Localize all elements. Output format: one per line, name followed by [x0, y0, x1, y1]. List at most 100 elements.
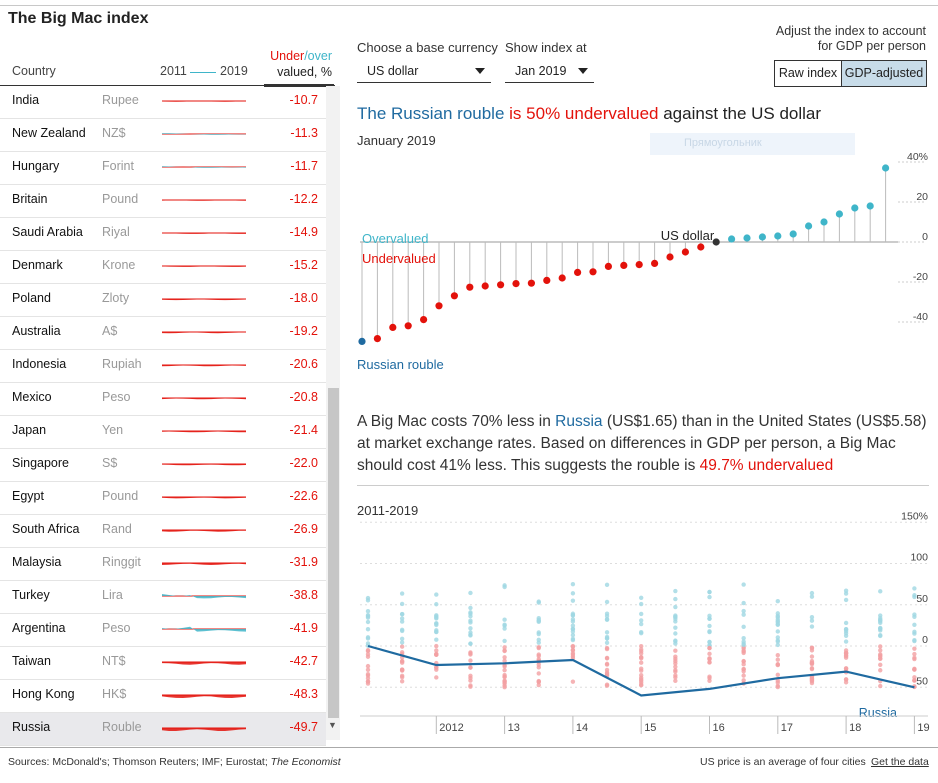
history-point — [604, 617, 610, 623]
history-point — [673, 648, 678, 653]
raw-index-button[interactable]: Raw index — [774, 60, 842, 87]
history-point — [707, 660, 712, 665]
table-row[interactable]: Hong Kong HK$ -48.3 — [0, 680, 326, 713]
table-row[interactable]: South Africa Rand -26.9 — [0, 515, 326, 548]
col-country[interactable]: Country — [12, 64, 56, 78]
table-row[interactable]: Hungary Forint -11.7 — [0, 152, 326, 185]
row-value: -11.3 — [290, 126, 318, 140]
history-point — [673, 604, 678, 610]
chart-date: January 2019 — [357, 133, 436, 148]
history-point — [468, 618, 473, 623]
y-tick-label: -40 — [913, 311, 928, 323]
history-point — [536, 617, 541, 623]
show-index-select[interactable]: Jan 2019 — [505, 61, 594, 83]
sparkline-area — [162, 398, 246, 400]
sparkline-area — [162, 626, 246, 632]
history-point — [639, 656, 644, 661]
table-row[interactable]: Mexico Peso -20.8 — [0, 383, 326, 416]
history-point — [912, 614, 917, 620]
sources-economist: The Economist — [270, 756, 341, 768]
row-value: -22.0 — [289, 456, 319, 470]
history-point — [878, 620, 883, 626]
history-point — [604, 671, 610, 676]
history-point — [707, 651, 712, 657]
col-year-start: 2011 — [160, 64, 187, 78]
y-tick-label: 150% — [901, 512, 928, 522]
col-undervalued[interactable]: Under/over valued, % — [264, 48, 332, 80]
history-point — [673, 625, 678, 630]
scrollbar-thumb[interactable] — [328, 388, 339, 718]
history-point — [707, 623, 712, 629]
table-row[interactable]: Argentina Peso -41.9 — [0, 614, 326, 647]
row-country: Taiwan — [12, 654, 51, 668]
history-point — [912, 622, 917, 628]
overvalued-label: Overvalued — [362, 231, 428, 246]
sparkline-area — [162, 431, 246, 433]
row-currency: HK$ — [102, 687, 127, 701]
row-currency: Krone — [102, 258, 136, 272]
col-year-dash — [190, 72, 216, 73]
history-point — [741, 641, 746, 646]
table-row[interactable]: Russia Rouble -49.7 — [0, 713, 326, 746]
table-row[interactable]: Turkey Lira -38.8 — [0, 581, 326, 614]
history-point — [639, 611, 644, 617]
top-rule — [0, 5, 938, 6]
history-point — [570, 623, 576, 628]
row-sparkline — [162, 166, 246, 168]
history-point — [365, 681, 371, 686]
get-data-link[interactable]: Get the data — [871, 756, 929, 768]
history-point — [741, 648, 746, 653]
history-point — [536, 645, 541, 651]
table-row[interactable]: Indonesia Rupiah -20.6 — [0, 350, 326, 383]
lollipop-point — [835, 210, 843, 218]
table-row[interactable]: Malaysia Ringgit -31.9 — [0, 548, 326, 581]
row-currency: Forint — [102, 159, 134, 173]
base-currency-select[interactable]: US dollar — [357, 61, 491, 83]
history-point — [639, 660, 644, 665]
description: A Big Mac costs 70% less in Russia (US$1… — [357, 411, 932, 477]
history-point — [639, 595, 644, 601]
row-sparkline — [162, 430, 246, 433]
header-rule-sort — [264, 84, 334, 87]
history-point — [399, 636, 405, 641]
history-point — [570, 679, 576, 684]
table-row[interactable]: Japan Yen -21.4 — [0, 416, 326, 449]
col-year-end: 2019 — [220, 64, 248, 78]
table-row[interactable]: Taiwan NT$ -42.7 — [0, 647, 326, 680]
history-point — [365, 614, 371, 619]
history-point — [878, 589, 883, 594]
table-row[interactable]: Denmark Krone -15.2 — [0, 251, 326, 284]
row-country: South Africa — [12, 522, 80, 536]
sparkline-area — [162, 233, 246, 234]
col-under-word: Under — [270, 49, 305, 63]
history-point — [365, 663, 371, 669]
row-value: -10.7 — [289, 93, 319, 107]
row-value: -42.7 — [289, 654, 319, 668]
history-point — [604, 655, 610, 661]
row-currency: S$ — [102, 456, 118, 470]
table-row[interactable]: New Zealand NZ$ -11.3 — [0, 119, 326, 152]
table-row[interactable]: Britain Pound -12.2 — [0, 185, 326, 218]
table-row[interactable]: Singapore S$ -22.0 — [0, 449, 326, 482]
history-point — [878, 683, 883, 689]
sparkline-area — [162, 101, 246, 102]
history-point — [775, 683, 780, 689]
history-point — [365, 635, 371, 640]
table-row[interactable]: Egypt Pound -22.6 — [0, 482, 326, 515]
history-point — [673, 631, 678, 636]
gdp-adjusted-button[interactable]: GDP-adjusted — [841, 60, 927, 87]
headline: The Russian rouble is 50% undervalued ag… — [357, 104, 821, 124]
scroll-down-icon[interactable]: ▼ — [328, 720, 337, 730]
history-point — [399, 591, 405, 596]
table-row[interactable]: Saudi Arabia Riyal -14.9 — [0, 218, 326, 251]
history-point — [536, 640, 541, 645]
table-row[interactable]: Australia A$ -19.2 — [0, 317, 326, 350]
history-point — [741, 635, 746, 641]
table-row[interactable]: Poland Zloty -18.0 — [0, 284, 326, 317]
table-row[interactable]: India Rupee -10.7 — [0, 86, 326, 119]
sparkline-area — [162, 464, 246, 466]
row-country: Britain — [12, 192, 48, 206]
history-point — [809, 654, 815, 659]
row-currency: Zloty — [102, 291, 130, 305]
header-rule — [0, 85, 335, 86]
